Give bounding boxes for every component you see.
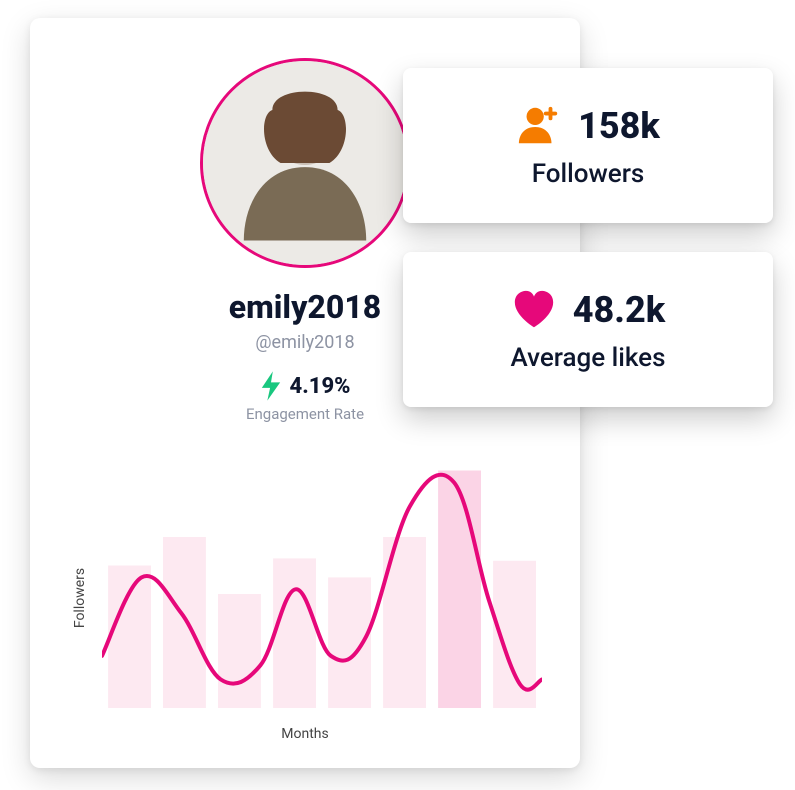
bolt-icon bbox=[260, 371, 282, 401]
heart-icon bbox=[511, 287, 557, 333]
chart-canvas bbox=[102, 458, 542, 708]
followers-chart: Followers Months bbox=[60, 458, 550, 738]
likes-value: 48.2k bbox=[573, 289, 665, 331]
user-plus-icon bbox=[516, 103, 562, 149]
engagement-value: 4.19% bbox=[290, 374, 351, 399]
likes-stat-card: 48.2k Average likes bbox=[403, 252, 773, 407]
followers-value: 158k bbox=[578, 105, 660, 147]
chart-xlabel: Months bbox=[60, 726, 550, 742]
likes-label: Average likes bbox=[510, 343, 665, 373]
avatar-ring bbox=[200, 58, 410, 268]
engagement-label: Engagement Rate bbox=[60, 405, 550, 423]
avatar-placeholder-icon bbox=[203, 61, 407, 265]
chart-ylabel: Followers bbox=[72, 568, 88, 628]
followers-stat-card: 158k Followers bbox=[403, 68, 773, 223]
followers-label: Followers bbox=[532, 159, 645, 189]
